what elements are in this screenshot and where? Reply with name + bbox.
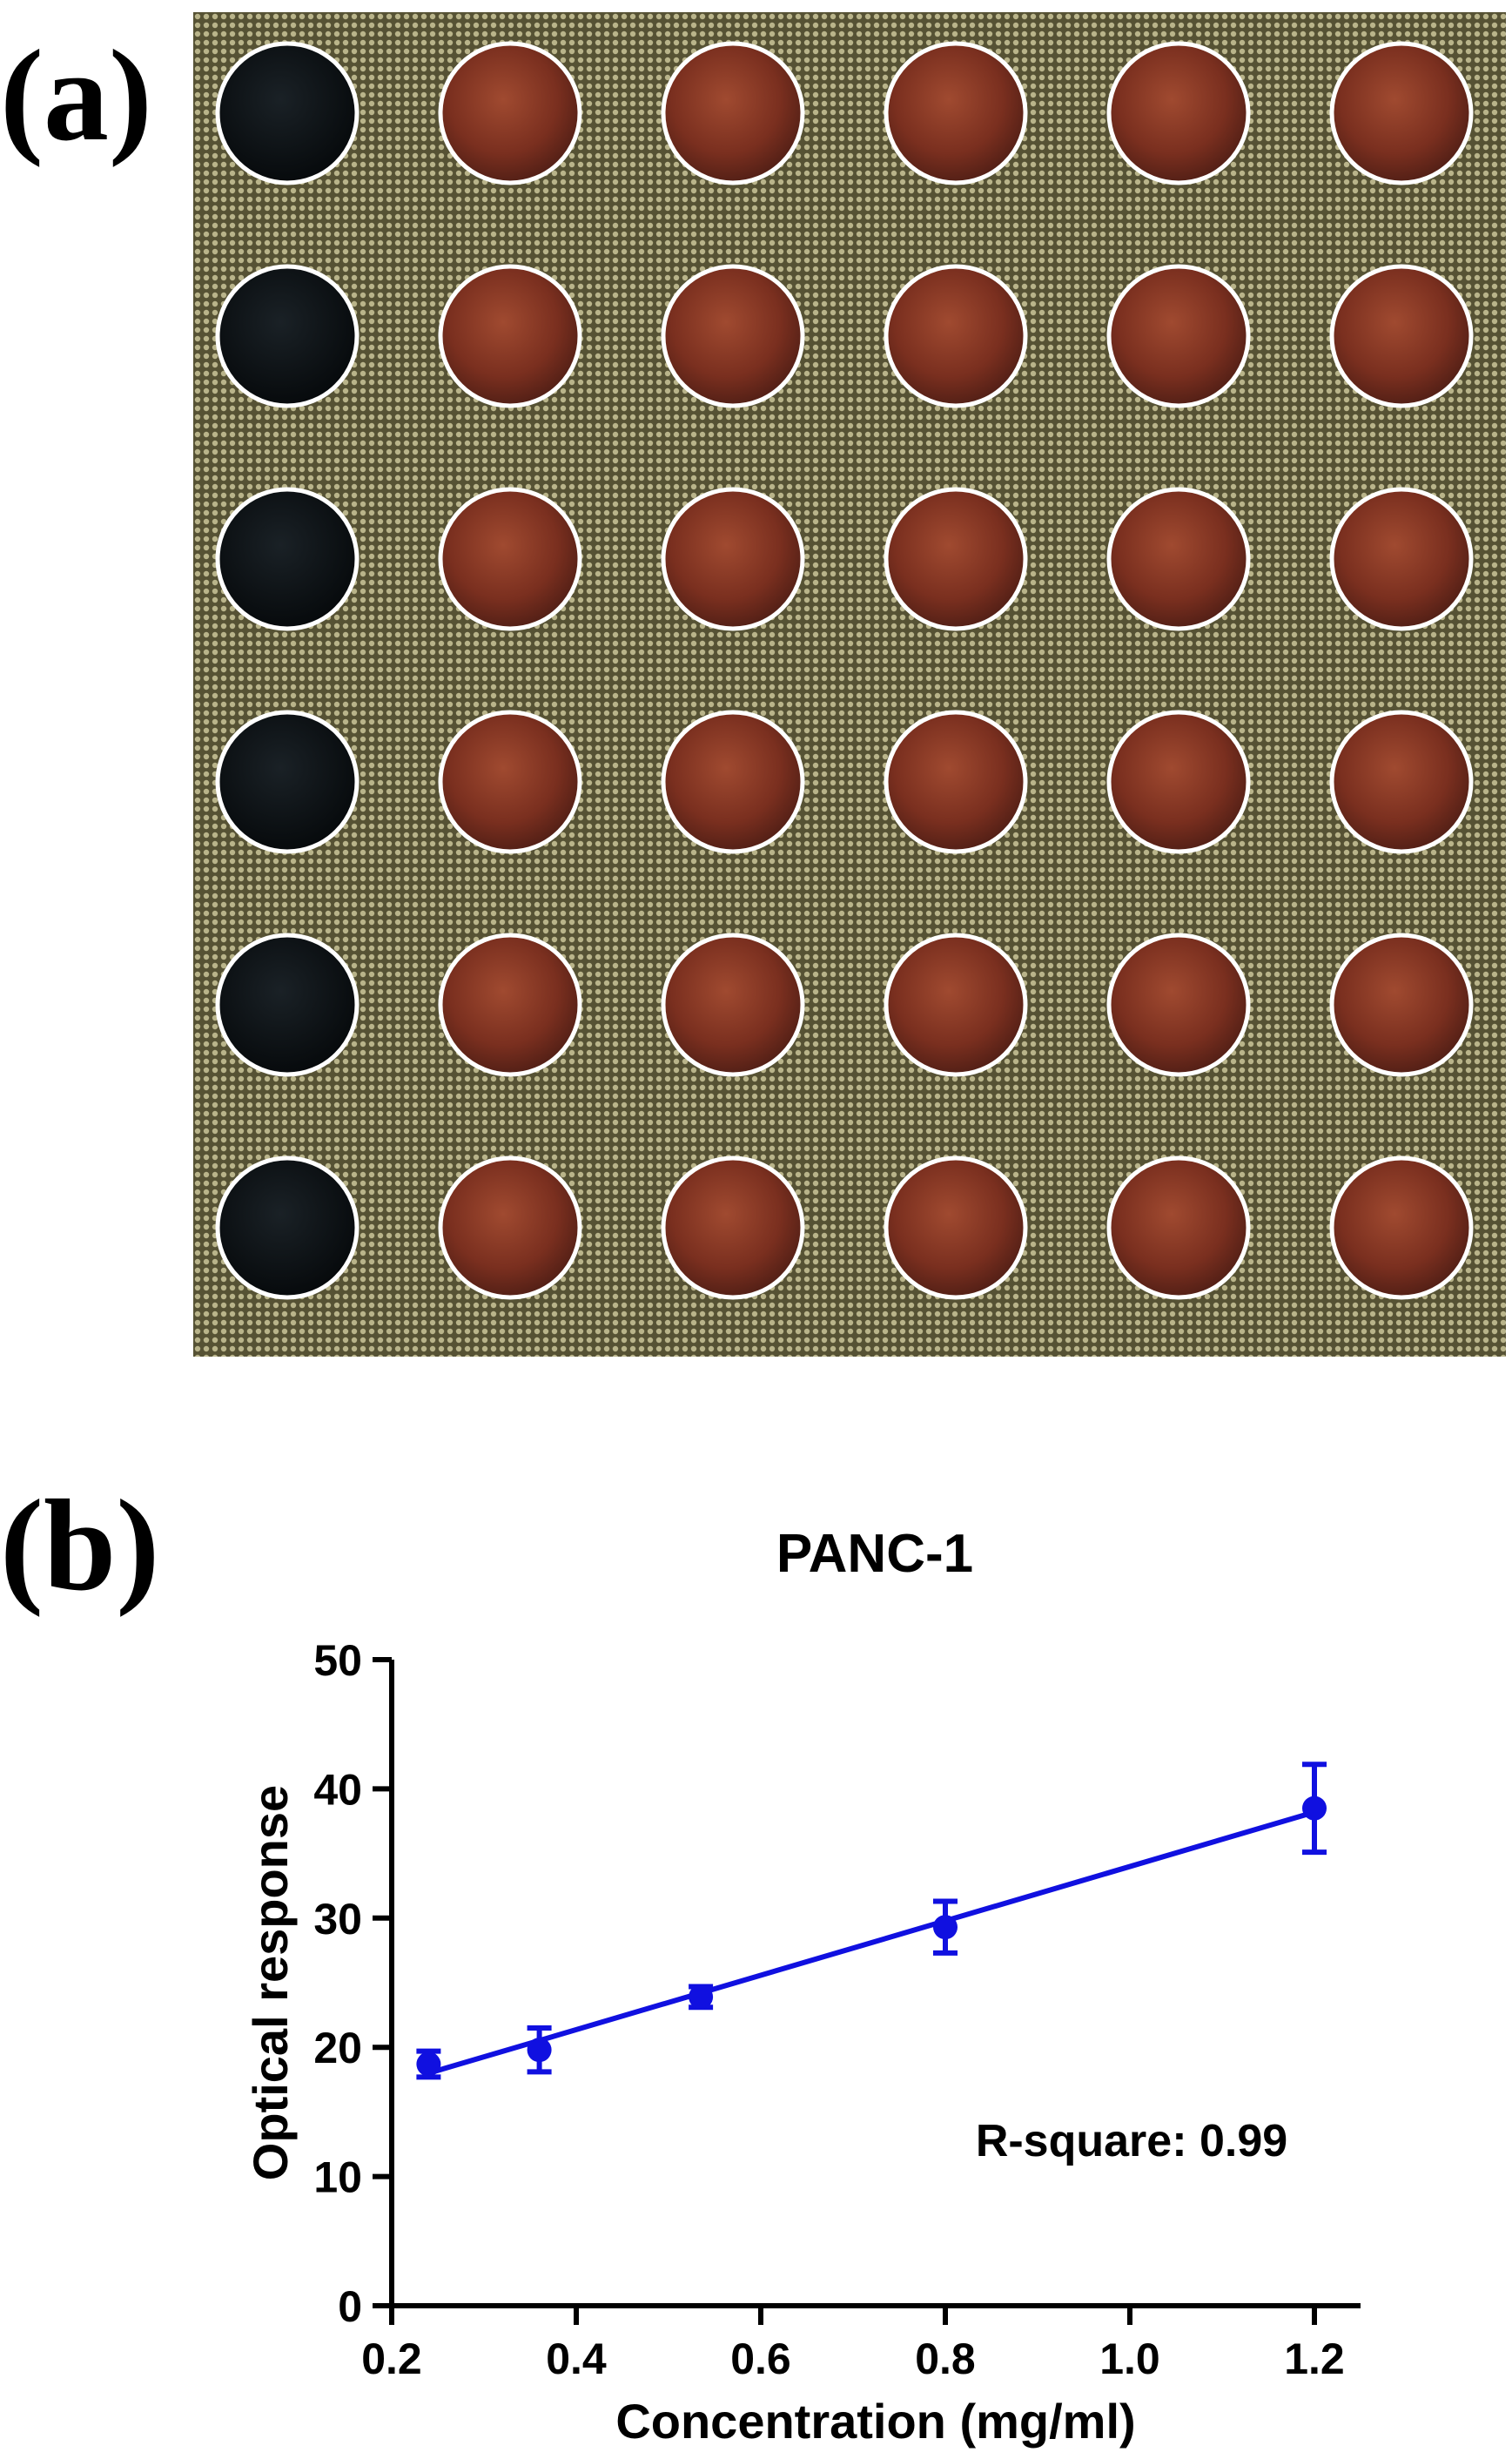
sample-well: [661, 710, 805, 854]
sample-well: [438, 710, 582, 854]
y-tick-label: 40: [313, 1765, 362, 1814]
y-tick-label: 0: [338, 2282, 362, 2331]
sample-well: [661, 933, 805, 1077]
chart-title: PANC-1: [776, 1524, 973, 1584]
x-axis-label: Concentration (mg/ml): [615, 2394, 1135, 2449]
control-well: [215, 41, 360, 185]
panel-b-label: (b): [0, 1473, 160, 1618]
sample-well: [1329, 41, 1474, 185]
sample-well: [884, 710, 1028, 854]
y-tick-label: 30: [313, 1895, 362, 1944]
sample-well: [884, 487, 1028, 631]
sample-well: [661, 264, 805, 408]
x-tick-label: 1.0: [1099, 2334, 1160, 2383]
sample-well: [1329, 710, 1474, 854]
data-point: [527, 2038, 552, 2063]
chart: PANC-1 0 10 20 30 40 50 0.2 0.4 0.6 0.8 1.0 1.2 R-…: [243, 1524, 1361, 2449]
control-well: [215, 710, 360, 854]
data-point-group: [527, 2024, 552, 2075]
y-tick-label: 50: [313, 1636, 362, 1685]
sample-well: [1106, 1155, 1251, 1300]
sample-well: [438, 41, 582, 185]
data-point-group: [933, 1898, 958, 1956]
panel-a-label: (a): [0, 24, 152, 168]
control-well: [215, 264, 360, 408]
sample-well: [884, 41, 1028, 185]
sample-well: [884, 933, 1028, 1077]
photo-background: [193, 12, 1506, 1357]
sample-well: [1106, 710, 1251, 854]
data-point: [933, 1915, 958, 1940]
sample-well: [438, 933, 582, 1077]
x-tick-label: 0.6: [730, 2334, 791, 2383]
sample-well: [661, 487, 805, 631]
sample-well: [1329, 487, 1474, 631]
control-well: [215, 933, 360, 1077]
sample-well: [1329, 264, 1474, 408]
x-tick-label: 1.2: [1284, 2334, 1345, 2383]
sample-well: [884, 1155, 1028, 1300]
data-point-group: [1302, 1762, 1327, 1856]
control-well: [215, 1155, 360, 1300]
sample-well: [1106, 41, 1251, 185]
control-well: [215, 487, 360, 631]
data-point: [1302, 1795, 1327, 1821]
sample-well: [1106, 487, 1251, 631]
y-axis-label: Optical response: [243, 1785, 298, 2180]
sample-well: [1106, 933, 1251, 1077]
sample-well: [1106, 264, 1251, 408]
x-tick-label: 0.4: [546, 2334, 607, 2383]
sample-well: [438, 264, 582, 408]
x-tick-label: 0.2: [361, 2334, 422, 2383]
x-tick-label: 0.8: [915, 2334, 976, 2383]
sample-well: [884, 264, 1028, 408]
well-plate-photo: [193, 12, 1506, 1357]
sample-well: [1329, 1155, 1474, 1300]
sample-well: [661, 41, 805, 185]
sample-well: [438, 1155, 582, 1300]
wells-grid: [215, 41, 1474, 1300]
sample-well: [438, 487, 582, 631]
y-tick-label: 20: [313, 2024, 362, 2072]
sample-well: [661, 1155, 805, 1300]
data-point-group: [416, 2048, 441, 2080]
data-point-group: [689, 1984, 714, 2011]
linear-fit-line: [427, 1809, 1315, 2076]
sample-well: [1329, 933, 1474, 1077]
y-tick-label: 10: [313, 2153, 362, 2202]
data-point: [689, 1984, 714, 2010]
r-square-annotation: R-square: 0.99: [976, 2116, 1287, 2166]
data-point: [416, 2051, 441, 2077]
